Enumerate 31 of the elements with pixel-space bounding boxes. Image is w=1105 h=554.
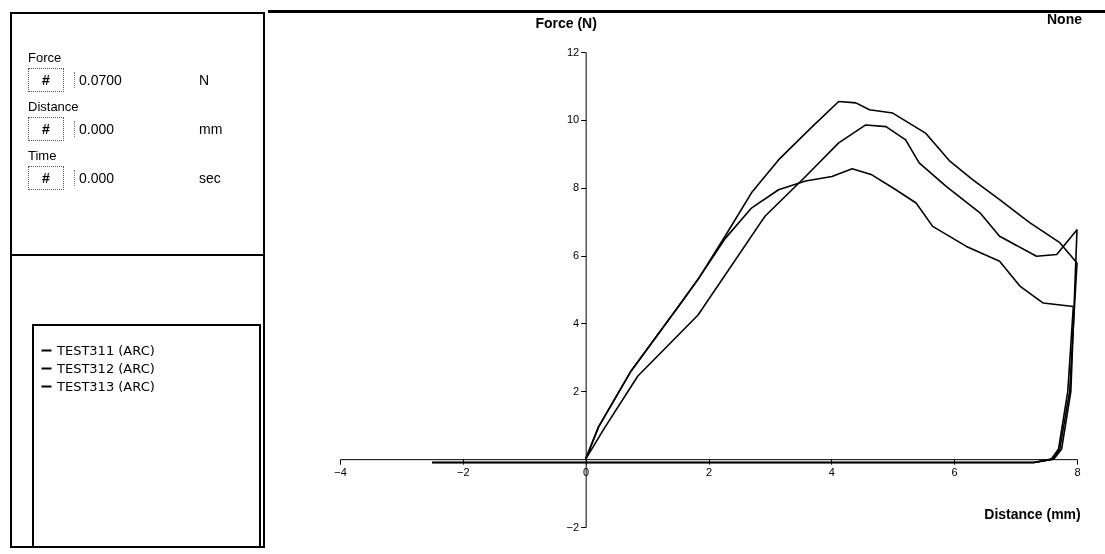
y-tick-label: 2	[573, 384, 580, 397]
y-tick-label: 10	[566, 113, 580, 126]
y-axis-title: Force (N)	[535, 14, 597, 31]
text: Force	[28, 50, 63, 65]
x-tick-label: 8	[1074, 465, 1081, 478]
legend-label: TEST313 (ARC)	[56, 378, 155, 394]
legend-label: TEST311 (ARC)	[56, 342, 155, 358]
text: #	[28, 166, 64, 190]
text: #	[28, 117, 64, 141]
text: Distance	[28, 99, 80, 114]
text: 0.0700	[74, 72, 199, 88]
text: 0.000	[74, 121, 199, 137]
text: None	[1047, 11, 1083, 27]
x-tick-label: 4	[828, 465, 835, 478]
text: mm	[199, 121, 223, 137]
legend-label: TEST312 (ARC)	[56, 360, 155, 376]
y-tick-label: 8	[573, 181, 580, 194]
text: sec	[199, 170, 221, 186]
x-tick-label: 2	[705, 465, 713, 478]
x-tick-label: −2	[457, 465, 470, 478]
text: N	[199, 72, 210, 88]
x-tick-label: 6	[951, 465, 958, 478]
text: 0.000	[74, 170, 199, 186]
y-tick-label: 6	[573, 249, 580, 262]
text: Time	[28, 148, 58, 163]
y-tick-label: 4	[573, 316, 580, 329]
y-tick-label: −2	[566, 520, 580, 533]
text: #	[28, 68, 64, 92]
x-axis-title: Distance (mm)	[984, 505, 1081, 522]
y-tick-label: 12	[566, 45, 580, 58]
x-tick-label: −4	[334, 465, 347, 478]
